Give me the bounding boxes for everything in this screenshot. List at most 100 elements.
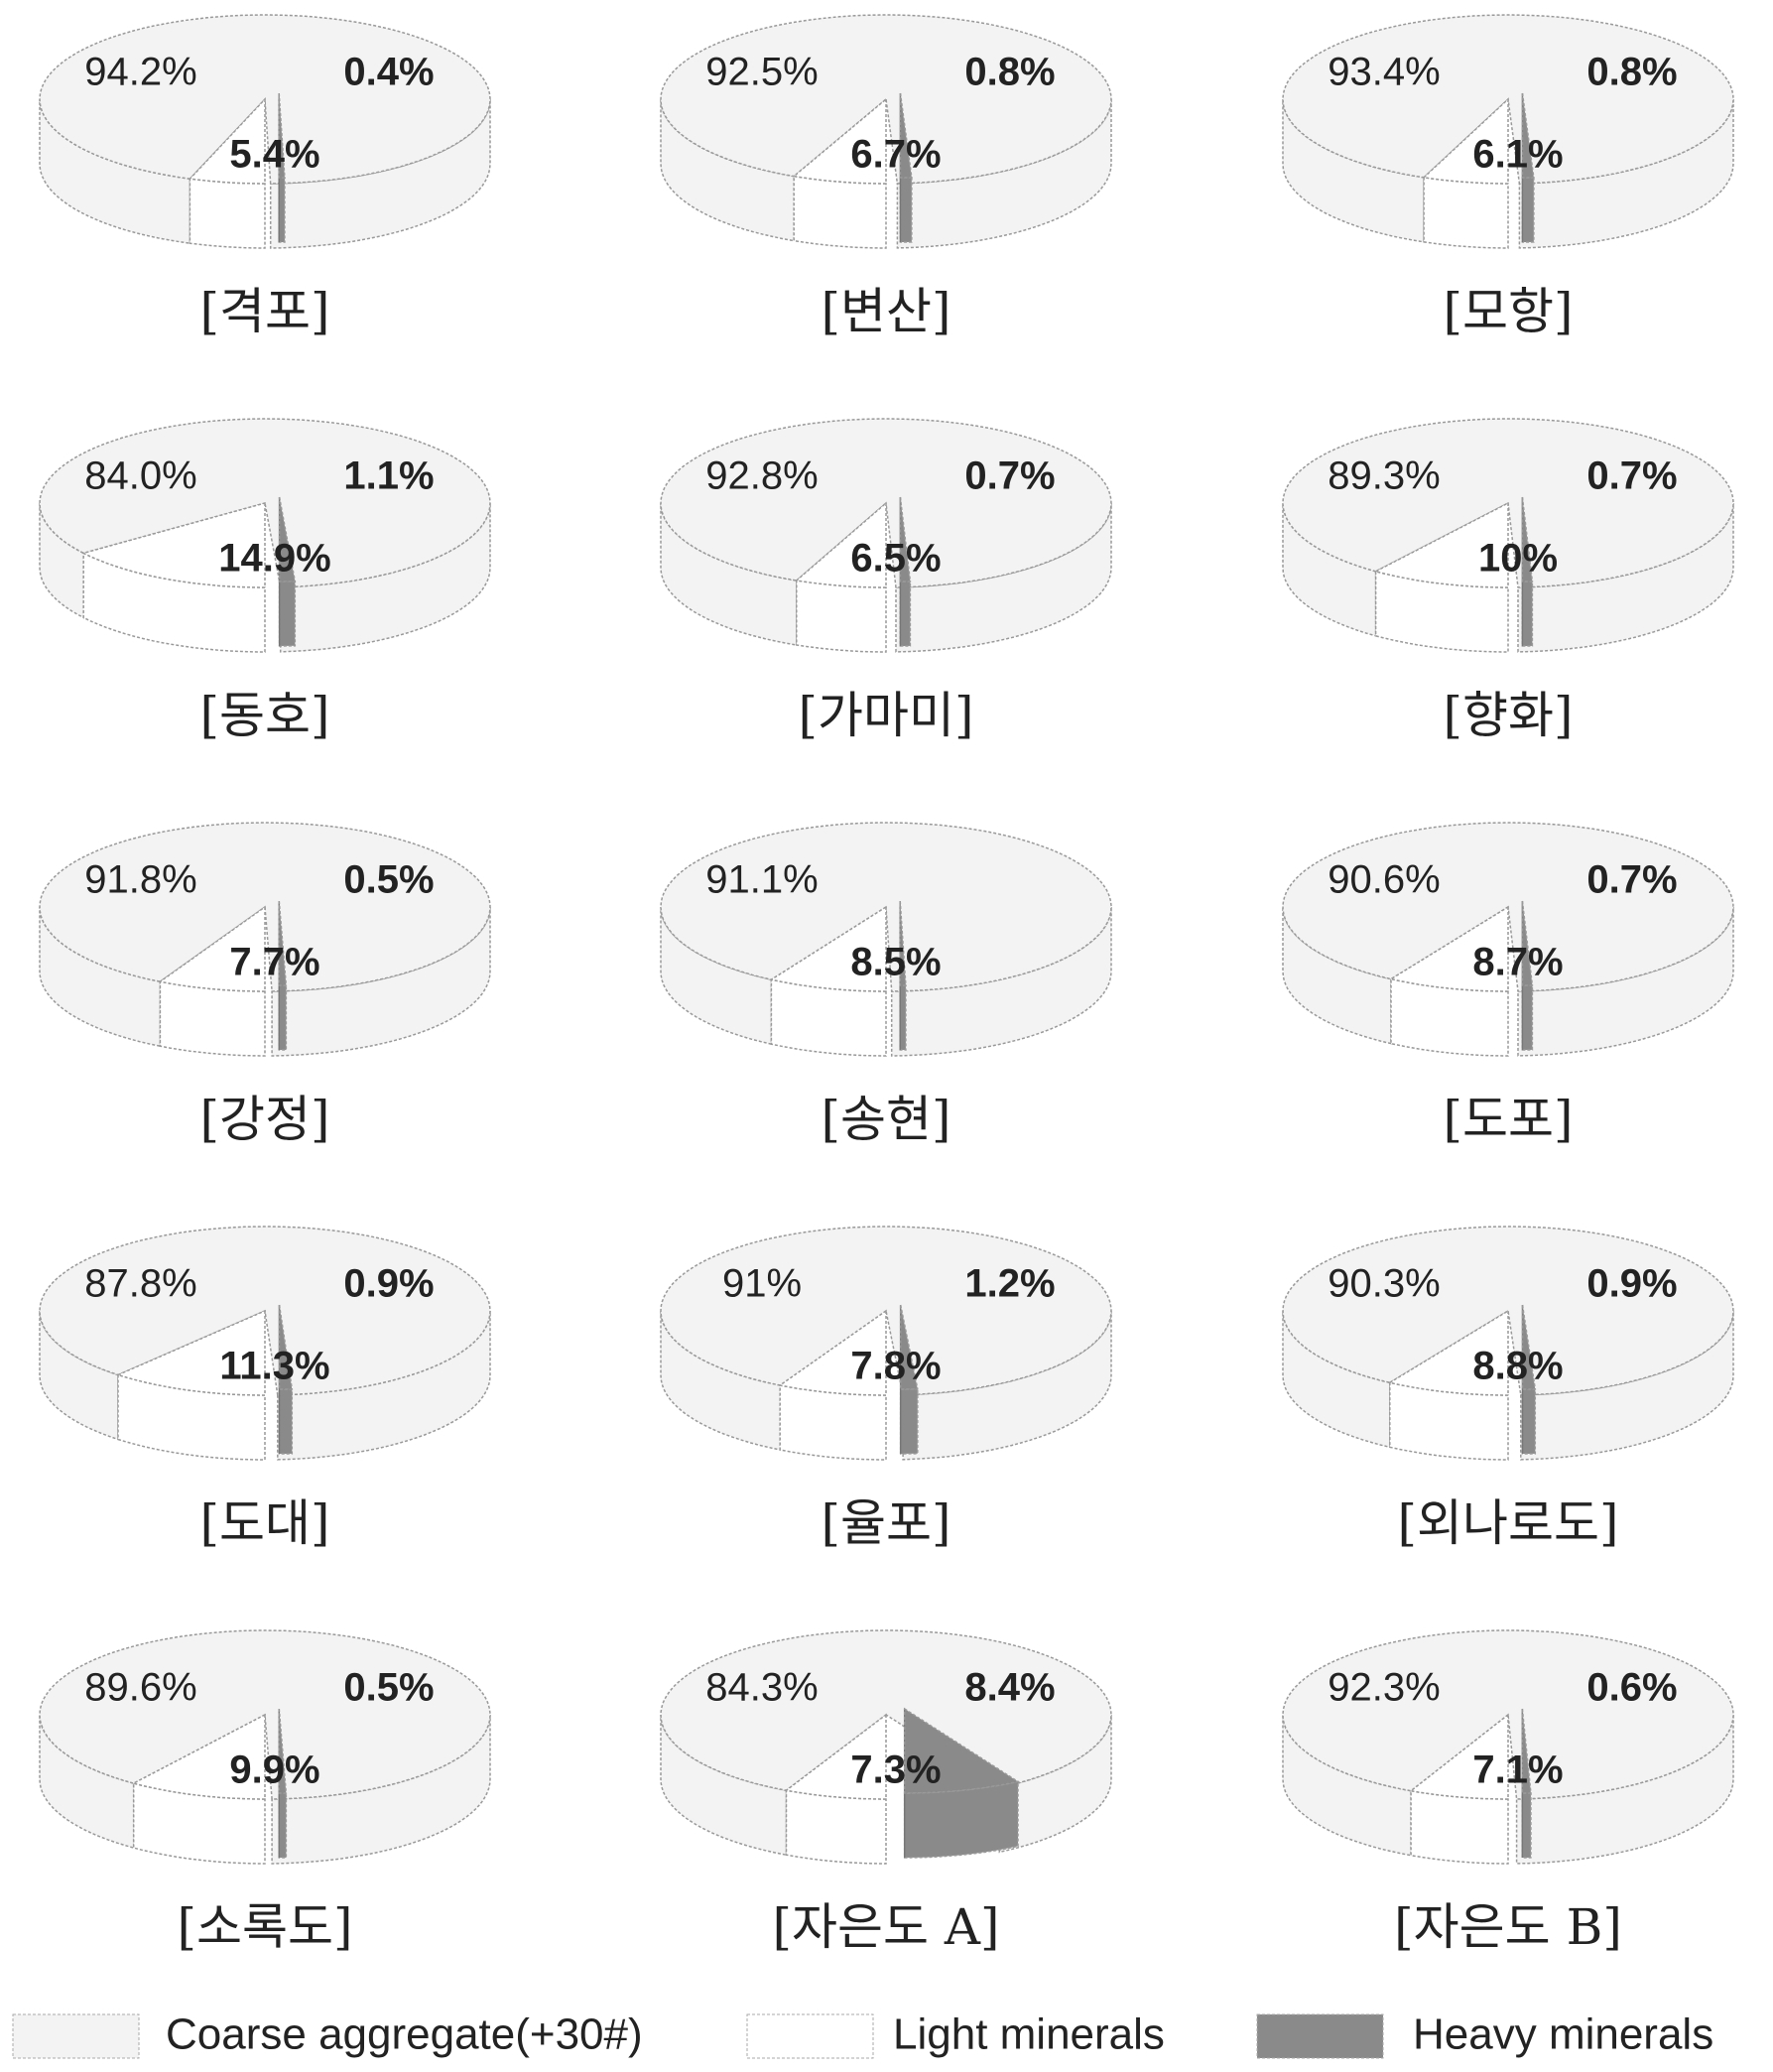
data-label: 6.1% (1472, 133, 1563, 177)
pie-slice (1282, 1226, 1734, 1396)
pie-side (779, 1384, 887, 1461)
pie-slice (278, 496, 297, 583)
pie-slice (278, 1708, 288, 1794)
pie-slice (792, 97, 887, 185)
pie-title: [모항] (1443, 283, 1573, 340)
pie-slice-group (899, 92, 913, 243)
pie-slice-group (158, 905, 266, 1057)
pie-side (278, 1792, 288, 1859)
pie-title: [가마미] (798, 687, 973, 744)
pie-title: [변산] (821, 283, 950, 340)
pie-side (1517, 906, 1734, 1057)
data-label: 87.8% (84, 1262, 196, 1306)
pie-slice-group (1521, 92, 1535, 243)
pie-slice (899, 92, 913, 179)
pie-slice (1282, 418, 1734, 588)
data-label: 7.7% (229, 941, 319, 984)
pie-side (189, 178, 266, 249)
pie-side (279, 502, 491, 653)
pie-slice-group (1409, 1713, 1509, 1865)
pie-side (278, 1388, 294, 1455)
data-label: 0.7% (1586, 454, 1677, 498)
pie-slice (278, 1304, 294, 1390)
data-label: 8.5% (850, 941, 941, 984)
pie-side (796, 580, 887, 653)
pie-slice-group (769, 905, 887, 1057)
data-label: 14.9% (218, 537, 330, 581)
pie-side (1282, 1310, 1391, 1449)
pie-slice-group (1387, 1309, 1509, 1461)
pie-slice-group (795, 501, 887, 653)
pie-slice-group (660, 1629, 1112, 1857)
pie-slice-group (131, 1713, 266, 1865)
data-label: 8.7% (1472, 941, 1563, 984)
data-label: 84.0% (84, 454, 196, 498)
pie-slice-group (278, 900, 288, 1051)
data-label: 92.5% (705, 51, 818, 94)
pie-side (899, 177, 913, 243)
pie-slice-group (903, 1707, 1020, 1859)
pie-side (82, 552, 266, 653)
data-label: 91% (722, 1262, 802, 1306)
pie-slice-group (899, 900, 907, 1051)
pie-slice (778, 1309, 887, 1396)
legend-swatch (1256, 2013, 1384, 2059)
pie-slice (899, 496, 912, 583)
pie-slice (1521, 92, 1535, 179)
pie-slice (131, 1713, 266, 1800)
pie-side (899, 581, 912, 647)
pie-slice (795, 501, 887, 588)
pie-side (785, 1789, 887, 1865)
pie-slice-group (278, 1708, 288, 1859)
pie-slice-group (1521, 900, 1534, 1051)
pie-side (660, 1714, 788, 1857)
pie-slice-group (1422, 97, 1509, 249)
pie-slice (278, 92, 286, 179)
data-label: 0.9% (343, 1262, 434, 1306)
pie-side (1521, 1792, 1532, 1859)
data-label: 7.3% (850, 1748, 941, 1792)
data-label: 0.8% (1586, 51, 1677, 94)
pie-slice (115, 1309, 266, 1396)
pie-side (1515, 1714, 1734, 1865)
data-label: 1.1% (343, 454, 434, 498)
legend-label: Coarse aggregate(+30#) (166, 2010, 643, 2059)
legend-label: Light minerals (893, 2010, 1165, 2059)
pie-slice-group (278, 496, 297, 647)
pie-slice-group (278, 92, 286, 243)
pie-side (1282, 1714, 1412, 1857)
data-label: 0.5% (343, 858, 434, 902)
pie-side (1518, 98, 1734, 249)
pie-slice (769, 905, 887, 992)
pie-slice-group (1521, 1708, 1532, 1859)
pie-slice-group (115, 1309, 266, 1461)
pie-side (1390, 977, 1509, 1057)
pie-slice (1387, 1309, 1509, 1396)
pie-side (39, 906, 162, 1048)
data-label: 0.5% (343, 1666, 434, 1710)
data-label: 91.8% (84, 858, 196, 902)
data-label: 89.6% (84, 1666, 196, 1710)
pie-slice (660, 418, 1112, 588)
pie-slice (899, 1304, 919, 1390)
pie-title: [외나로도] (1397, 1494, 1618, 1552)
data-label: 0.9% (1586, 1262, 1677, 1306)
pie-title: [소록도] (177, 1898, 352, 1956)
pie-slice (903, 1707, 1020, 1794)
pie-slice-group (1389, 905, 1509, 1057)
pie-slice (1409, 1713, 1509, 1800)
pie-title: [향화] (1443, 687, 1573, 744)
pie-slice-group (81, 502, 266, 653)
pie-side (39, 98, 191, 245)
pie-slice (158, 905, 266, 992)
data-label: 93.4% (1328, 51, 1440, 94)
pie-slice (660, 1629, 1112, 1791)
pie-side (1521, 581, 1534, 647)
pie-slice-group (1282, 1629, 1734, 1865)
pie-slice (1422, 97, 1509, 185)
pie-slice-group (792, 97, 887, 249)
data-label: 7.8% (850, 1345, 941, 1388)
legend-label: Heavy minerals (1413, 2010, 1713, 2059)
pie-slice-group (1521, 1304, 1537, 1455)
data-label: 9.9% (229, 1748, 319, 1792)
